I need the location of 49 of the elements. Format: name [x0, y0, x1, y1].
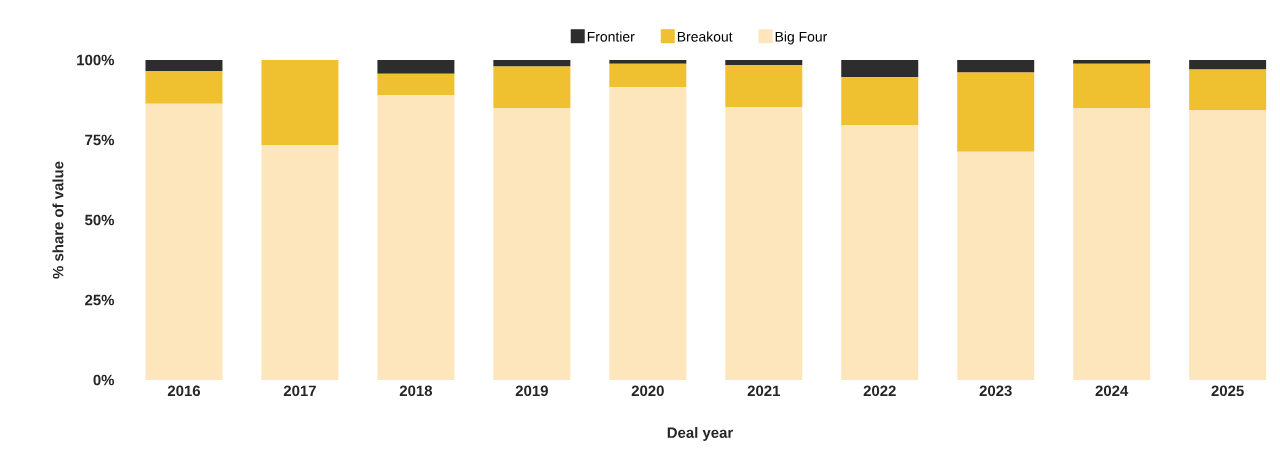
bar: [493, 60, 571, 67]
bar: [1073, 60, 1151, 64]
bar: [377, 73, 455, 95]
legend-label: Big Four: [775, 31, 828, 45]
y-tick-label: 50%: [85, 214, 115, 226]
bar: [725, 60, 803, 66]
bar: [957, 151, 1035, 380]
bar: [957, 60, 1035, 73]
bar: [841, 60, 919, 78]
bar: [145, 70, 223, 104]
bar: [493, 66, 571, 108]
bar: [377, 94, 455, 380]
bar: [1189, 69, 1267, 110]
bar: [145, 60, 223, 71]
y-tick-label: 0%: [93, 374, 115, 386]
bar: [841, 124, 919, 380]
y-tick-label: 75%: [85, 134, 115, 146]
bar: [841, 77, 919, 125]
y-tick-label: 25%: [85, 294, 115, 306]
bar: [609, 63, 687, 87]
x-tick-label: 2021: [747, 385, 780, 397]
x-tick-label: 2018: [399, 385, 433, 397]
legend-label: Frontier: [587, 31, 635, 42]
bar: [1189, 60, 1267, 70]
bar: [261, 145, 339, 380]
x-tick-label: 2024: [1095, 385, 1129, 397]
bar: [377, 60, 455, 74]
x-tick-label: 2022: [863, 385, 896, 397]
bar: [1073, 108, 1151, 380]
x-tick-label: 2023: [979, 385, 1012, 397]
bar: [609, 60, 687, 64]
x-tick-label: 2017: [283, 385, 316, 397]
x-tick-label: 2020: [631, 385, 664, 397]
bar: [609, 86, 687, 380]
x-tick-label: 2019: [515, 385, 548, 397]
bar: [957, 72, 1035, 152]
bar: [261, 60, 339, 146]
y-axis-title: % share of value: [52, 161, 64, 279]
bar: [1189, 109, 1267, 380]
bar: [725, 65, 803, 108]
bar: [1073, 63, 1151, 108]
bar: [725, 107, 803, 380]
y-tick-label: 100%: [77, 54, 115, 66]
x-axis-title: Deal year: [667, 426, 733, 441]
bar: [145, 103, 223, 380]
x-tick-label: 2025: [1211, 385, 1244, 397]
bar: [493, 108, 571, 380]
legend-label: Breakout: [677, 31, 733, 42]
x-tick-label: 2016: [167, 385, 201, 397]
